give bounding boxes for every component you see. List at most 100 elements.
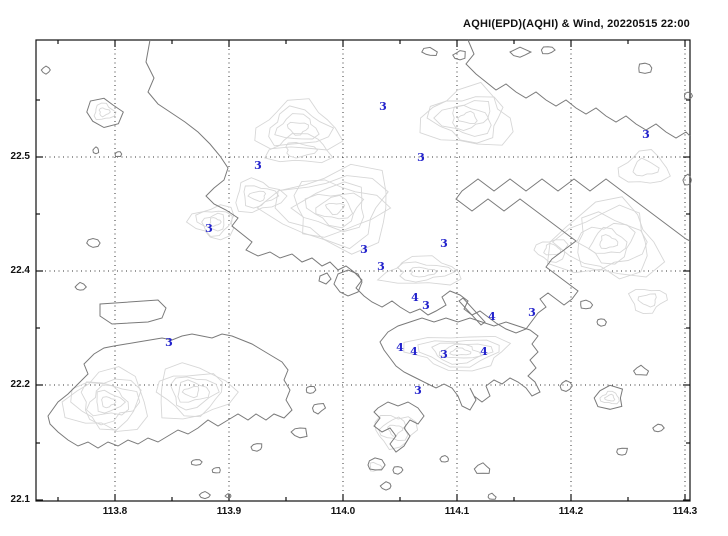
terrain-contour bbox=[304, 192, 365, 229]
island-contour bbox=[198, 490, 211, 500]
coastline-hk-island bbox=[379, 317, 541, 411]
station-aqhi-value: 4 bbox=[488, 310, 496, 323]
terrain-contour bbox=[209, 217, 222, 227]
island-contour bbox=[86, 237, 101, 248]
terrain-contour bbox=[431, 342, 494, 365]
coastline-ma-wan bbox=[318, 272, 332, 285]
island-contour bbox=[473, 462, 491, 474]
terrain-contour bbox=[387, 424, 404, 437]
station-aqhi-value: 3 bbox=[377, 260, 385, 273]
terrain-contour bbox=[533, 239, 569, 263]
terrain-contours bbox=[61, 81, 671, 472]
terrain-contour bbox=[551, 204, 648, 280]
terrain-contour bbox=[201, 212, 225, 232]
island-contour bbox=[92, 146, 100, 155]
terrain-contour bbox=[376, 255, 462, 286]
y-axis-tick-label: 22.4 bbox=[10, 265, 30, 276]
x-axis-tick-label: 114.2 bbox=[558, 506, 584, 517]
coastline-lantau bbox=[47, 333, 293, 449]
terrain-contour bbox=[438, 343, 483, 359]
terrain-contour bbox=[80, 381, 141, 426]
terrain-contour bbox=[98, 107, 111, 118]
terrain-contour bbox=[452, 104, 489, 131]
station-aqhi-value: 3 bbox=[440, 237, 448, 250]
island-contour bbox=[290, 427, 308, 439]
terrain-contour bbox=[374, 415, 418, 451]
terrain-contour bbox=[603, 393, 616, 402]
island-contour bbox=[452, 50, 466, 61]
island-contour bbox=[439, 454, 450, 463]
terrain-contour bbox=[177, 379, 210, 403]
coastline-mainland bbox=[145, 39, 691, 334]
terrain-contour bbox=[315, 194, 354, 220]
station-aqhi-value: 3 bbox=[205, 222, 213, 235]
island-contour bbox=[114, 151, 123, 158]
island-contour bbox=[367, 457, 386, 471]
island-contour bbox=[74, 281, 87, 291]
terrain-contour bbox=[419, 81, 514, 146]
terrain-contour bbox=[449, 347, 472, 356]
terrain-contour bbox=[155, 373, 223, 418]
terrain-contour bbox=[290, 181, 365, 233]
island-contour bbox=[652, 423, 665, 433]
island-contour bbox=[540, 46, 556, 55]
x-axis-tick-label: 114.0 bbox=[330, 506, 356, 517]
x-axis-tick-label: 114.1 bbox=[444, 506, 470, 517]
terrain-contour bbox=[195, 210, 233, 237]
terrain-contour bbox=[185, 204, 235, 241]
terrain-contour bbox=[599, 234, 619, 249]
island-contour bbox=[211, 466, 221, 474]
terrain-contour bbox=[576, 222, 636, 265]
coastline-layer bbox=[47, 39, 691, 453]
coastline-tsing-yi bbox=[333, 269, 363, 297]
island-contour bbox=[224, 493, 232, 499]
station-aqhi-value: 3 bbox=[417, 151, 425, 164]
terrain-contour bbox=[268, 105, 335, 147]
station-aqhi-value: 3 bbox=[528, 306, 536, 319]
terrain-contour bbox=[274, 113, 320, 140]
station-aqhi-value: 3 bbox=[379, 100, 387, 113]
terrain-contour bbox=[85, 384, 130, 417]
station-aqhi-value: 3 bbox=[414, 384, 422, 397]
terrain-contour bbox=[286, 121, 309, 136]
terrain-contour bbox=[396, 261, 456, 283]
island-contour bbox=[40, 65, 51, 75]
x-axis-tick-label: 113.8 bbox=[102, 506, 128, 517]
station-aqhi-value: 3 bbox=[642, 128, 650, 141]
island-contour bbox=[311, 402, 327, 415]
station-aqhi-value: 3 bbox=[360, 243, 368, 256]
terrain-contour bbox=[637, 293, 657, 308]
terrain-contour bbox=[627, 289, 668, 315]
island-contour bbox=[638, 62, 653, 74]
terrain-contour bbox=[433, 100, 492, 137]
terrain-contour bbox=[181, 385, 200, 399]
terrain-contour bbox=[417, 339, 500, 368]
terrain-contour bbox=[403, 335, 512, 372]
y-axis-tick-label: 22.1 bbox=[10, 494, 30, 505]
terrain-contour bbox=[169, 376, 220, 411]
island-contour bbox=[305, 385, 317, 394]
terrain-contour bbox=[247, 190, 267, 202]
terrain-contour bbox=[409, 266, 438, 278]
x-axis-tick-label: 114.3 bbox=[672, 506, 698, 517]
small-islands-layer bbox=[40, 46, 694, 500]
station-aqhi-value: 4 bbox=[396, 341, 404, 354]
terrain-contour bbox=[101, 396, 117, 409]
terrain-contour bbox=[588, 226, 628, 254]
island-contour bbox=[616, 447, 629, 456]
island-contour bbox=[593, 384, 624, 410]
terrain-contour bbox=[324, 202, 346, 216]
terrain-contour bbox=[70, 378, 142, 431]
terrain-contour bbox=[378, 416, 409, 442]
y-axis-tick-label: 22.2 bbox=[10, 379, 30, 390]
x-axis-tick-label: 113.9 bbox=[216, 506, 242, 517]
island-contour bbox=[86, 97, 124, 129]
island-contour bbox=[683, 91, 694, 100]
island-contour bbox=[580, 299, 594, 310]
island-contour bbox=[632, 364, 650, 376]
island-contour bbox=[250, 443, 263, 452]
station-aqhi-value: 3 bbox=[254, 159, 262, 172]
y-axis-tick-label: 22.5 bbox=[10, 151, 30, 162]
coastline-airport bbox=[99, 299, 167, 325]
